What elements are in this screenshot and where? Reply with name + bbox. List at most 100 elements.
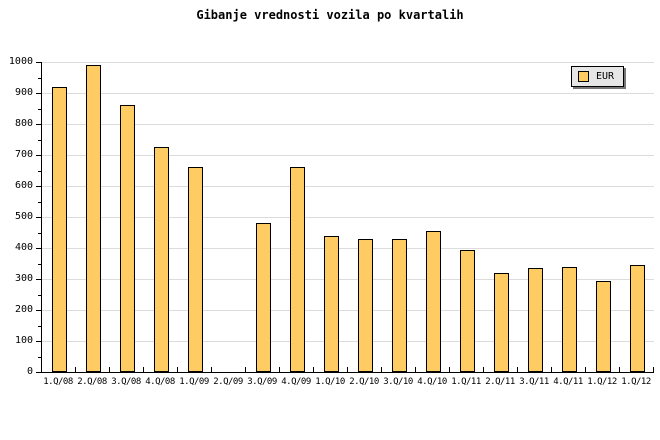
- y-axis-tick-label: 500: [14, 211, 33, 222]
- y-axis-major-tick: [36, 217, 41, 218]
- bar: [358, 239, 373, 372]
- gridline: [42, 124, 654, 125]
- bar: [120, 105, 135, 372]
- bar: [392, 239, 407, 372]
- x-axis-tick: [449, 367, 450, 372]
- x-axis-tick: [245, 367, 246, 372]
- legend: EUR: [571, 66, 625, 87]
- gridline: [42, 248, 654, 249]
- x-axis-tick-label: 1.Q/09: [179, 377, 209, 387]
- x-axis-tick-label: 3.Q/10: [383, 377, 413, 387]
- y-axis-major-tick: [36, 310, 41, 311]
- x-axis-tick: [75, 367, 76, 372]
- x-axis-tick: [381, 367, 382, 372]
- y-axis-minor-tick: [38, 295, 41, 296]
- gridline: [42, 62, 654, 63]
- y-axis-major-tick: [36, 248, 41, 249]
- x-axis-tick: [313, 367, 314, 372]
- x-axis-labels: 1.Q/08 2.Q/08 3.Q/08 4.Q/08 1.Q/09 2.Q/09 3.Q/…: [41, 377, 653, 388]
- x-axis-tick-label: 4.Q/09: [281, 377, 311, 387]
- bar: [154, 147, 169, 372]
- x-axis-tick-label: 3.Q/08: [111, 377, 141, 387]
- x-axis-tick-label: 4.Q/08: [145, 377, 175, 387]
- y-axis-minor-tick: [38, 109, 41, 110]
- y-axis-major-tick: [36, 372, 41, 373]
- bar: [324, 236, 339, 372]
- chart-title: Gibanje vrednosti vozila po kvartalih: [196, 8, 464, 22]
- x-axis-tick: [619, 367, 620, 372]
- y-axis-minor-tick: [38, 357, 41, 358]
- x-axis-tick-label: 3.Q/09: [247, 377, 277, 387]
- legend-label: EUR: [596, 71, 615, 82]
- y-axis-tick-label: 300: [14, 273, 33, 284]
- bar: [630, 265, 645, 372]
- x-axis-tick: [585, 367, 586, 372]
- y-axis-minor-tick: [38, 140, 41, 141]
- x-axis-tick: [483, 367, 484, 372]
- gridline: [42, 186, 654, 187]
- bar: [86, 65, 101, 372]
- y-axis-tick-label: 1000: [8, 56, 33, 67]
- y-axis-tick-label: 100: [14, 335, 33, 346]
- x-axis-tick-label: 3.Q/11: [519, 377, 549, 387]
- y-axis-minor-tick: [38, 264, 41, 265]
- y-axis-major-tick: [36, 93, 41, 94]
- x-axis-tick: [177, 367, 178, 372]
- x-axis-tick: [551, 367, 552, 372]
- legend-swatch-eur: [578, 71, 589, 82]
- y-axis-minor-tick: [38, 78, 41, 79]
- y-axis-tick-label: 600: [14, 180, 33, 191]
- y-axis-tick-label: 400: [14, 242, 33, 253]
- gridline: [42, 155, 654, 156]
- bar: [528, 268, 543, 372]
- x-axis-tick: [653, 367, 654, 372]
- gridline: [42, 279, 654, 280]
- x-axis-tick-label: 2.Q/08: [77, 377, 107, 387]
- bar: [562, 267, 577, 372]
- bar: [290, 167, 305, 372]
- x-axis-tick: [517, 367, 518, 372]
- y-axis-tick-label: 800: [14, 118, 33, 129]
- y-axis-labels: 0 100 200 300 400 500 600 700 800 900 1000: [0, 56, 33, 377]
- y-axis-major-tick: [36, 341, 41, 342]
- x-axis-tick: [143, 367, 144, 372]
- x-axis-tick-label: 1.Q/08: [43, 377, 73, 387]
- x-axis-tick-label: 2.Q/09: [213, 377, 243, 387]
- y-axis-major-tick: [36, 124, 41, 125]
- y-axis-minor-tick: [38, 233, 41, 234]
- x-axis-tick-label: 1.Q/12: [621, 377, 651, 387]
- x-axis-tick-label: 4.Q/10: [417, 377, 447, 387]
- x-axis-tick-label: 2.Q/10: [349, 377, 379, 387]
- y-axis-major-tick: [36, 186, 41, 187]
- gridline: [42, 341, 654, 342]
- y-axis-tick-label: 0: [26, 366, 33, 377]
- y-axis-major-tick: [36, 62, 41, 63]
- x-axis-tick-label: 1.Q/11: [451, 377, 481, 387]
- x-axis-tick-label: 2.Q/11: [485, 377, 515, 387]
- x-axis-tick: [415, 367, 416, 372]
- x-axis-tick: [109, 367, 110, 372]
- bar: [256, 223, 271, 372]
- x-axis-tick: [279, 367, 280, 372]
- bar: [188, 167, 203, 372]
- plot-area: [36, 62, 654, 373]
- y-axis-minor-tick: [38, 171, 41, 172]
- x-axis-tick: [211, 367, 212, 372]
- gridline: [42, 93, 654, 94]
- y-axis-major-tick: [36, 155, 41, 156]
- y-axis-tick-label: 200: [14, 304, 33, 315]
- gridline: [42, 310, 654, 311]
- x-axis-tick: [347, 367, 348, 372]
- x-axis-tick-label: 1.Q/10: [315, 377, 345, 387]
- bar: [460, 250, 475, 372]
- y-axis-tick-label: 700: [14, 149, 33, 160]
- x-axis-tick-label: 1.Q/12: [587, 377, 617, 387]
- bar: [494, 273, 509, 372]
- y-axis-major-tick: [36, 279, 41, 280]
- y-axis-minor-tick: [38, 202, 41, 203]
- gridline: [42, 217, 654, 218]
- y-axis-minor-tick: [38, 326, 41, 327]
- bar: [426, 231, 441, 372]
- bar: [52, 87, 67, 372]
